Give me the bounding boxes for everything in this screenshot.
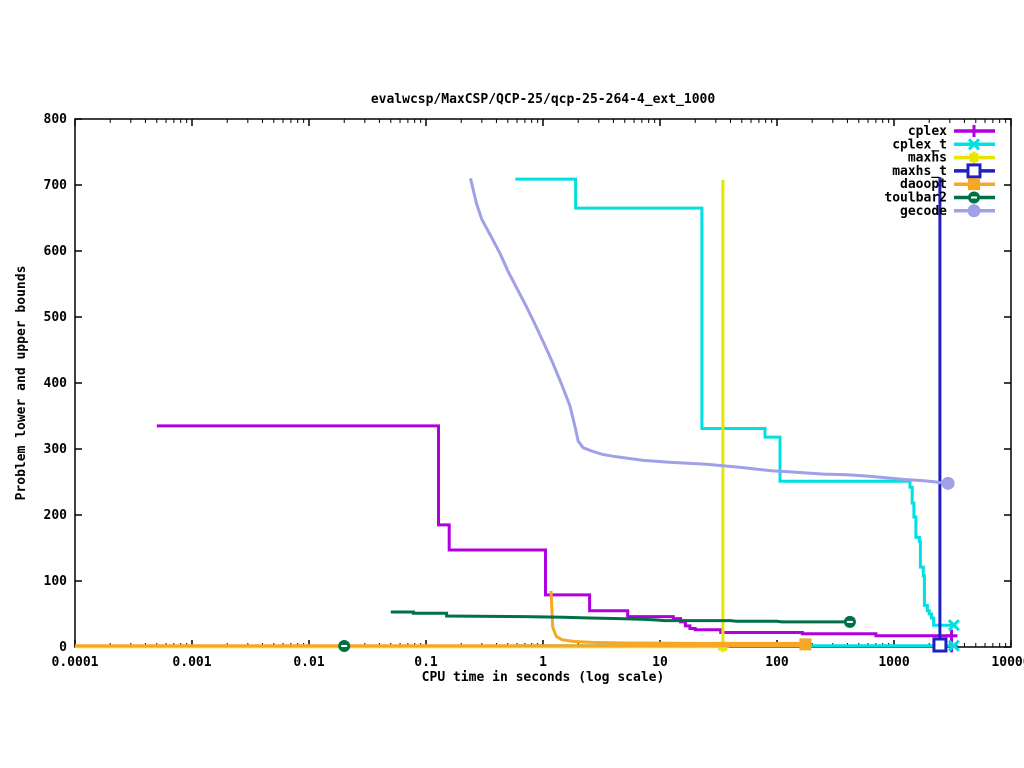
marker-star <box>968 152 980 163</box>
x-axis-label: CPU time in seconds (log scale) <box>422 670 665 685</box>
legend-label-daoopt: daoopt <box>900 177 947 192</box>
series-cplex <box>156 424 952 638</box>
y-tick-label: 0 <box>59 640 67 655</box>
legend-label-maxhs: maxhs <box>908 151 947 166</box>
x-tick-label: 0.0001 <box>52 655 99 670</box>
x-tick-label: 1000 <box>878 655 909 670</box>
marker-square-filled <box>799 638 812 651</box>
series-gecode <box>469 178 949 485</box>
y-tick-label: 800 <box>44 112 68 127</box>
marker-circle-slot <box>846 620 853 623</box>
y-tick-label: 300 <box>44 442 68 457</box>
marker-square-filled <box>968 178 980 191</box>
y-tick-label: 500 <box>44 310 68 325</box>
y-tick-label: 200 <box>44 508 68 523</box>
chart-title: evalwcsp/MaxCSP/QCP-25/qcp-25-264-4_ext_… <box>371 92 716 107</box>
legend-label-toulbar2: toulbar2 <box>884 191 947 206</box>
legend-label-cplex: cplex <box>908 124 947 139</box>
marker-square-open <box>932 637 948 653</box>
y-axis-label: Problem lower and upper bounds <box>14 266 29 501</box>
marker-cross <box>947 619 960 632</box>
x-tick-label: 100 <box>765 655 789 670</box>
x-tick-label: 0.01 <box>293 655 324 670</box>
y-tick-label: 100 <box>44 574 68 589</box>
marker-cross <box>967 138 981 151</box>
marker-circle <box>967 204 981 218</box>
plot-border <box>74 118 1012 648</box>
marker-square-open <box>966 163 982 179</box>
series-daoopt <box>549 590 806 645</box>
x-tick-label: 0.1 <box>414 655 438 670</box>
y-tick-label: 400 <box>44 376 68 391</box>
y-tick-label: 700 <box>44 178 68 193</box>
x-tick-label: 10 <box>652 655 668 670</box>
legend-label-cplex_t: cplex_t <box>892 137 947 152</box>
legend-label-maxhs_t: maxhs_t <box>892 164 947 179</box>
marker-circle <box>941 476 955 490</box>
marker-cross <box>947 639 960 652</box>
series-cplex_t <box>515 177 954 627</box>
x-tick-label: 1 <box>539 655 547 670</box>
series-toulbar2 <box>390 610 850 624</box>
x-tick-label: 0.001 <box>172 655 211 670</box>
y-tick-label: 600 <box>44 244 68 259</box>
marker-circle-slot <box>971 196 977 199</box>
legend-label-gecode: gecode <box>900 204 947 219</box>
marker-circle-slot <box>341 645 348 648</box>
